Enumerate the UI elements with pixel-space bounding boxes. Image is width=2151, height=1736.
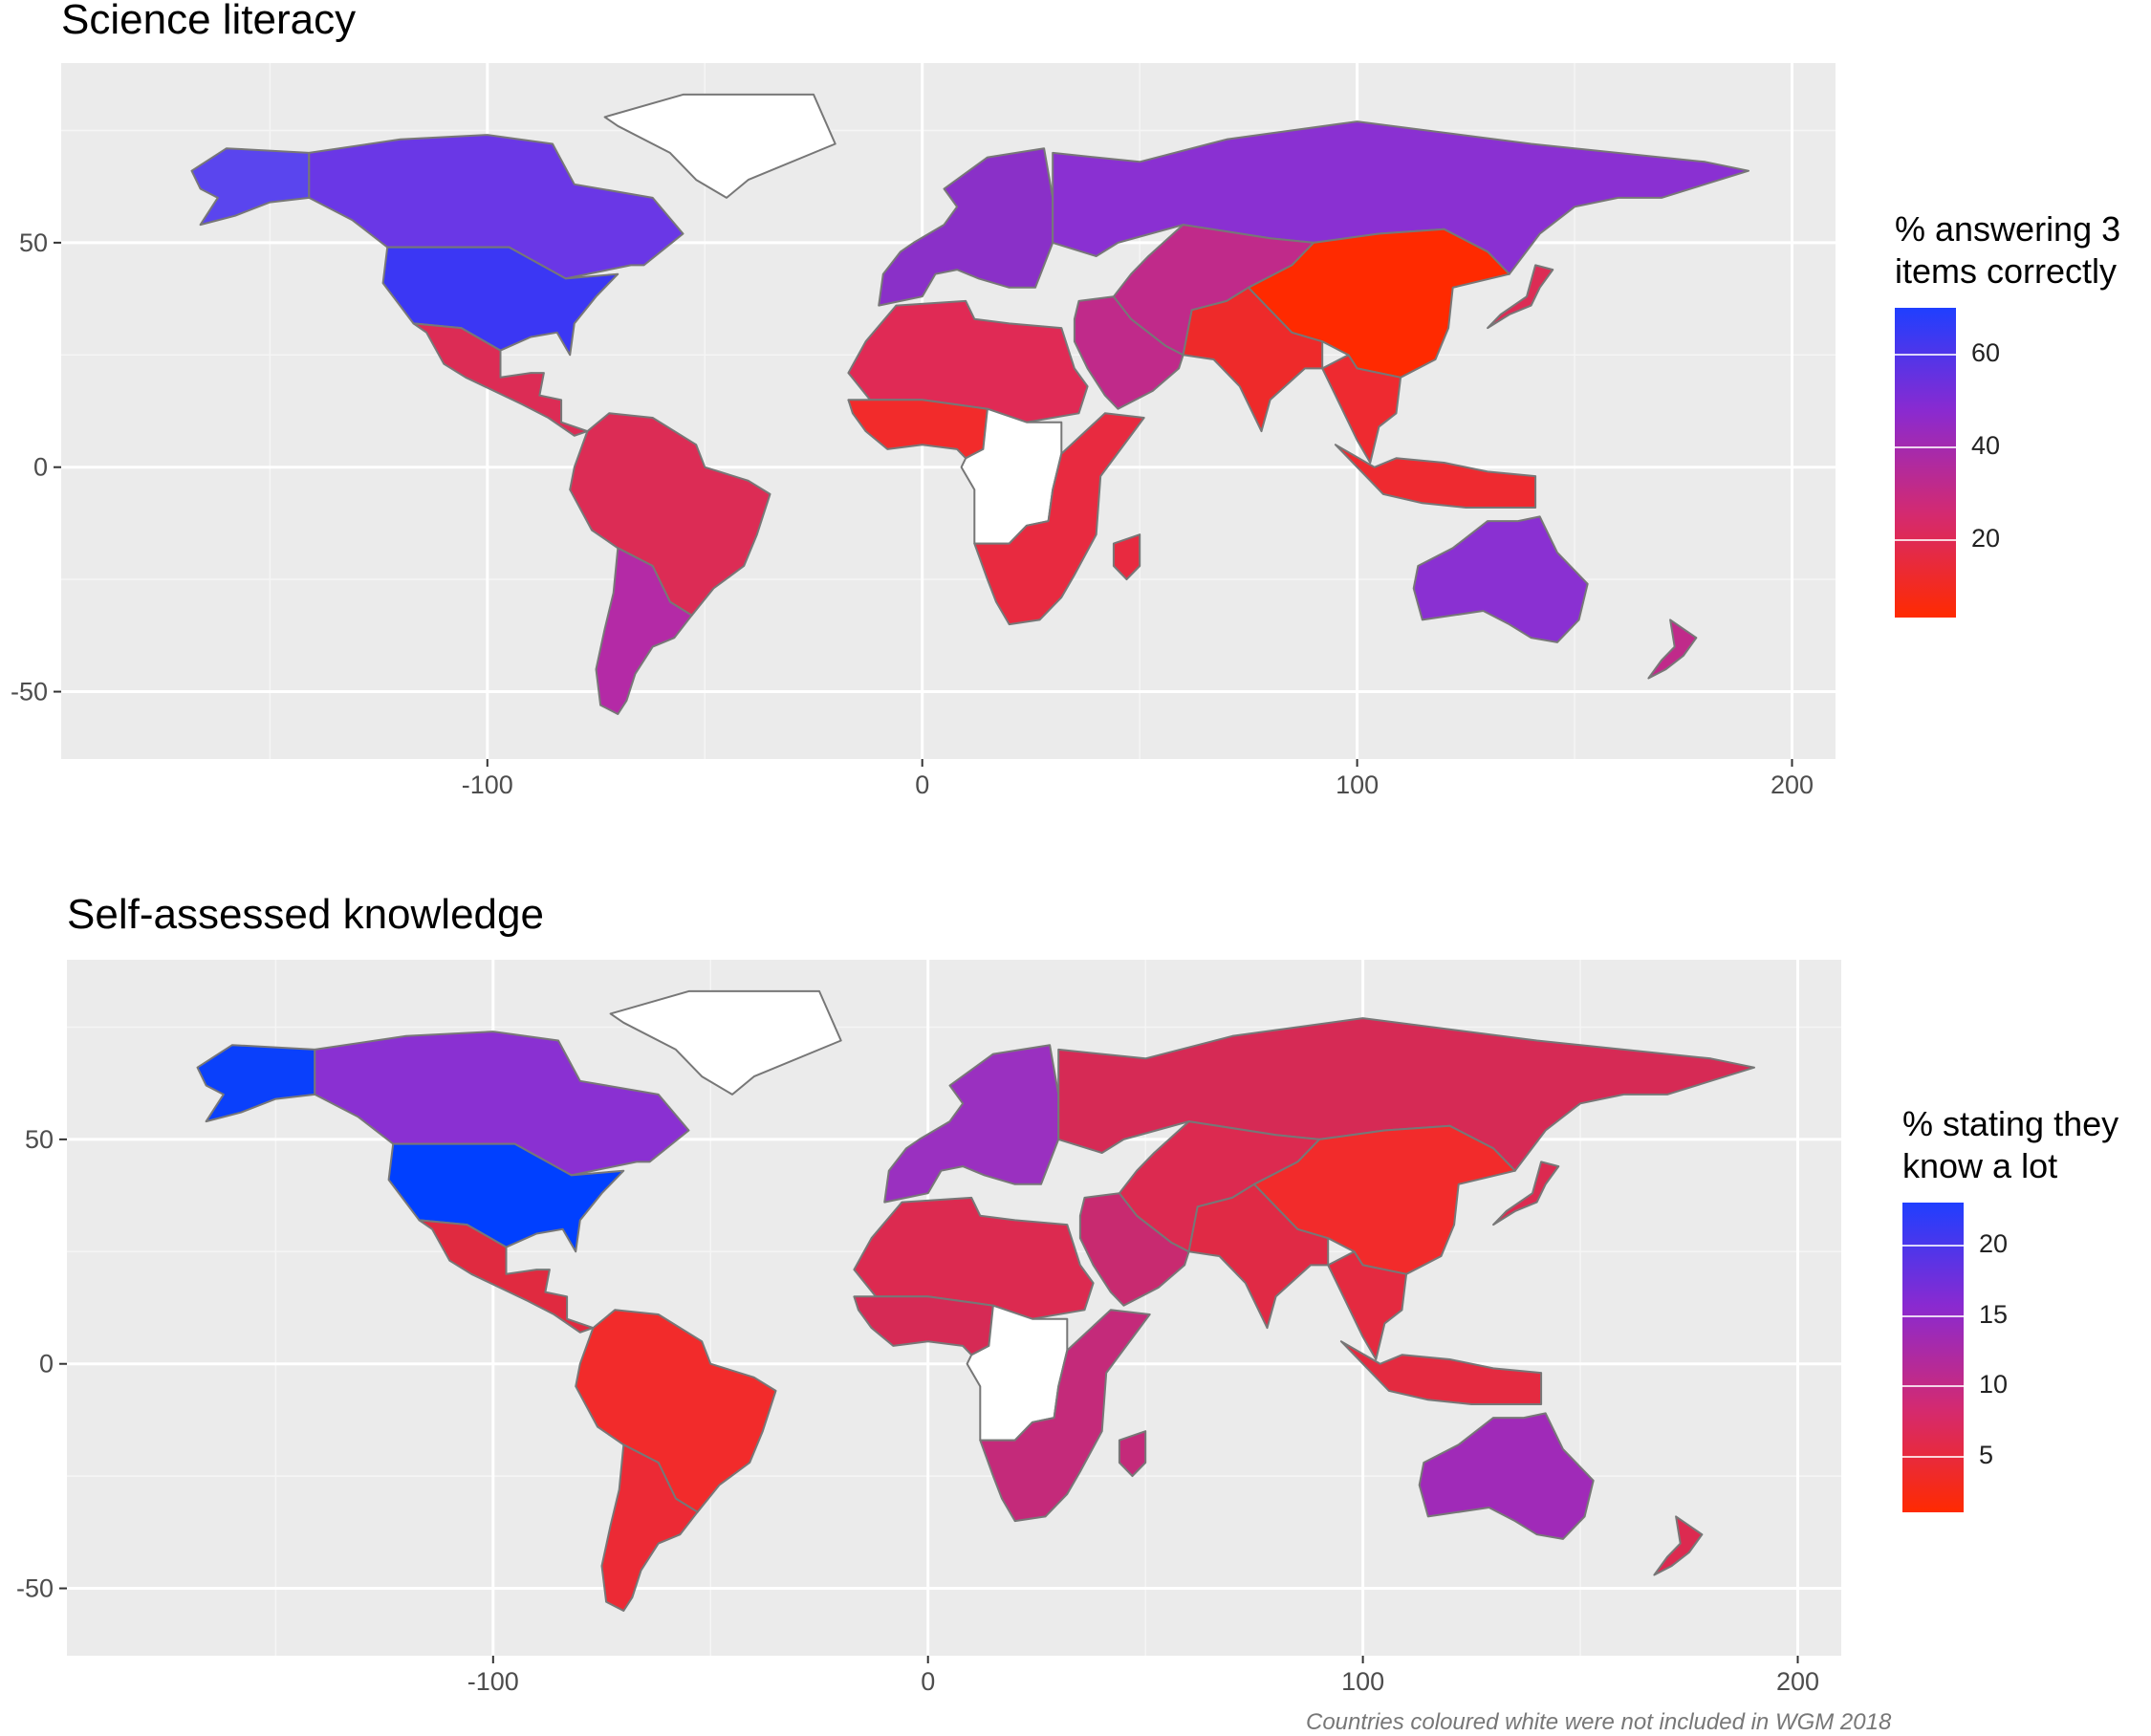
legend-tick-label: 20 <box>1971 523 2001 553</box>
x-tick-label: 0 <box>921 1667 935 1696</box>
region-greenland[interactable] <box>609 989 842 1096</box>
caption-note: Countries coloured white were not includ… <box>1306 1709 1892 1735</box>
region-mexico-central-america[interactable] <box>412 322 589 437</box>
legend-title-bottom-line2: know a lot <box>1902 1146 2058 1185</box>
y-tick-label: 50 <box>25 1125 54 1154</box>
region-australia[interactable] <box>1412 515 1589 643</box>
chart-title-top: Science literacy <box>61 0 357 43</box>
y-tick-label: -50 <box>16 1574 54 1603</box>
legend-title-bottom: % stating they know a lot <box>1902 1103 2118 1187</box>
y-tick-label: -50 <box>11 678 48 706</box>
legend-tick-mark <box>1902 1314 1964 1317</box>
region-madagascar[interactable] <box>1112 533 1141 581</box>
region-japan[interactable] <box>1492 1161 1560 1226</box>
region-indonesia[interactable] <box>1339 1340 1543 1405</box>
region-argentina-chile[interactable] <box>595 547 693 715</box>
region-south-america-north[interactable] <box>575 1309 777 1513</box>
legend-tick-mark <box>1902 1385 1964 1388</box>
region-south-america-north[interactable] <box>569 412 771 617</box>
region-southern-africa[interactable] <box>973 412 1145 626</box>
legend-title-bottom-line1: % stating they <box>1902 1104 2119 1143</box>
region-west-africa[interactable] <box>847 399 989 460</box>
legend-tick-label: 10 <box>1979 1370 2009 1400</box>
legend-tick-mark <box>1895 538 1956 541</box>
legend-tick-label: 15 <box>1979 1299 2009 1329</box>
region-alaska[interactable] <box>190 147 311 227</box>
region-alaska[interactable] <box>196 1044 316 1123</box>
x-tick-label: 200 <box>1771 770 1814 799</box>
legend-title-top-line2: items correctly <box>1895 251 2118 291</box>
x-tick-label: 100 <box>1336 770 1379 799</box>
legend-tick-mark <box>1895 354 1956 357</box>
y-tick-label: 0 <box>39 1350 54 1378</box>
legend-tick-mark <box>1902 1456 1964 1459</box>
y-tick-label: 50 <box>19 228 48 257</box>
region-canada[interactable] <box>314 1031 690 1177</box>
legend-tick-label: 5 <box>1979 1441 1994 1470</box>
region-southeast-asia[interactable] <box>1327 1250 1408 1360</box>
x-tick-label: -100 <box>467 1667 519 1696</box>
legend-tick-mark <box>1895 446 1956 449</box>
legend-title-top: % answering 3 items correctly <box>1895 208 2120 293</box>
legend-tick-label: 20 <box>1979 1229 2009 1259</box>
y-tick-label: 0 <box>33 453 48 482</box>
region-mexico-central-america[interactable] <box>418 1219 595 1334</box>
legend-colorbar-bottom <box>1902 1203 1964 1512</box>
region-greenland[interactable] <box>603 93 836 199</box>
x-tick-label: -100 <box>462 770 513 799</box>
region-canada[interactable] <box>308 134 684 280</box>
legend-tick-label: 60 <box>1971 338 2001 368</box>
region-madagascar[interactable] <box>1118 1430 1147 1478</box>
legend-title-top-line1: % answering 3 <box>1895 209 2121 249</box>
region-argentina-chile[interactable] <box>600 1443 699 1612</box>
region-new-zealand[interactable] <box>1653 1515 1704 1576</box>
x-tick-label: 200 <box>1776 1667 1819 1696</box>
region-japan[interactable] <box>1487 264 1554 330</box>
legend-tick-mark <box>1902 1245 1964 1248</box>
region-west-africa[interactable] <box>853 1295 994 1356</box>
region-china[interactable] <box>1247 228 1510 379</box>
region-china[interactable] <box>1252 1124 1516 1275</box>
chart-title-bottom: Self-assessed knowledge <box>67 891 544 938</box>
legend-tick-label: 40 <box>1971 431 2001 461</box>
region-australia[interactable] <box>1418 1412 1595 1540</box>
x-tick-label: 100 <box>1341 1667 1384 1696</box>
region-southern-africa[interactable] <box>979 1309 1151 1523</box>
region-indonesia[interactable] <box>1334 444 1537 509</box>
region-southeast-asia[interactable] <box>1321 354 1402 464</box>
x-tick-label: 0 <box>915 770 929 799</box>
legend-colorbar-top <box>1895 308 1956 618</box>
region-new-zealand[interactable] <box>1647 618 1698 680</box>
